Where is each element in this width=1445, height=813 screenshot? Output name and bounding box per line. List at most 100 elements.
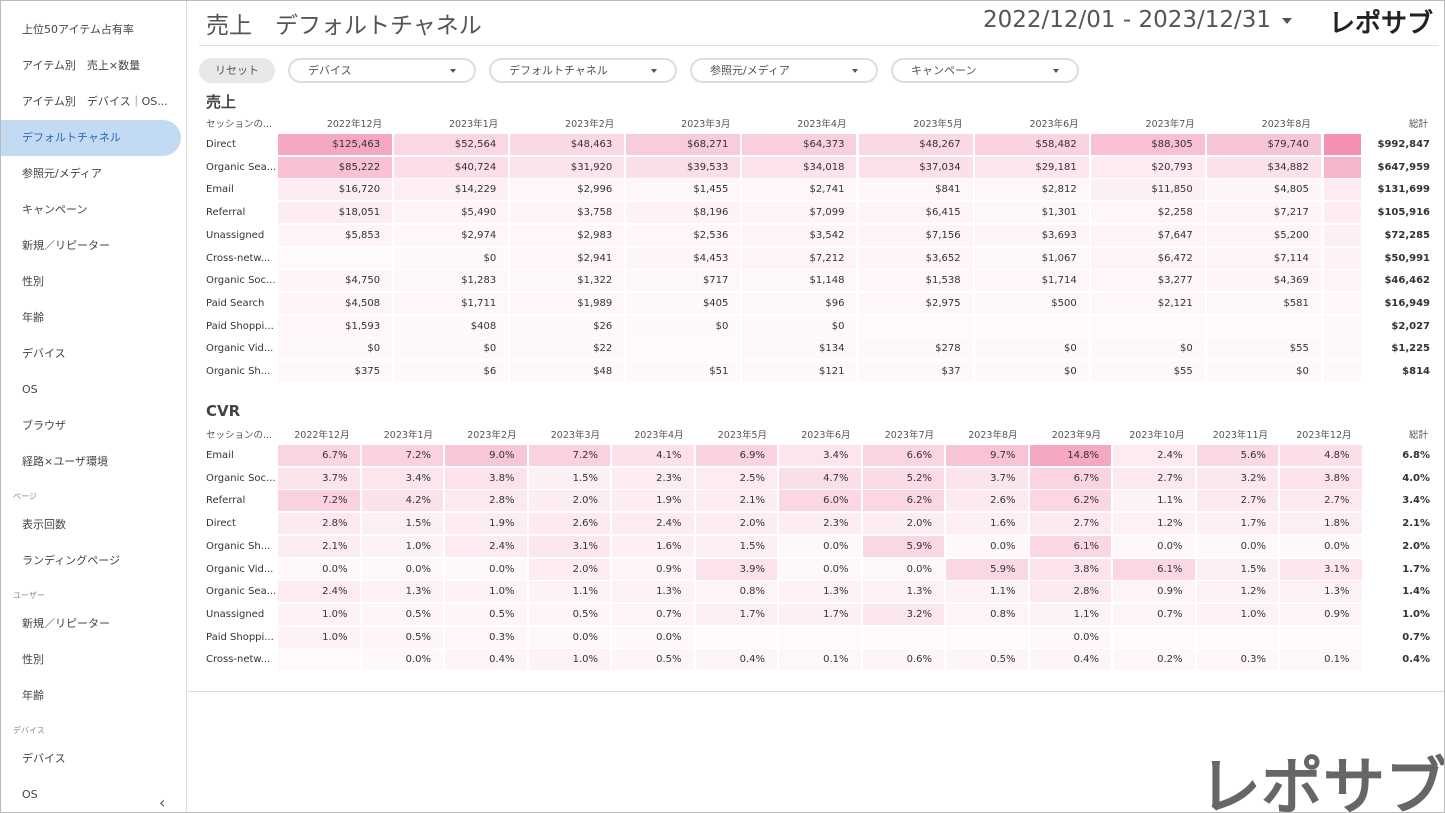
row-label: Organic Vid... xyxy=(206,343,274,355)
table-cell: $0 xyxy=(1090,338,1205,360)
table-cell: 2.4% xyxy=(1113,445,1195,466)
table-cell: 3.7% xyxy=(946,467,1028,489)
nav-item[interactable]: キャンペーン xyxy=(22,203,88,216)
collapse-button[interactable]: ‹ xyxy=(159,793,166,812)
total-cell: 0.7% xyxy=(1402,631,1430,643)
table-cell: 1.5% xyxy=(1196,558,1278,580)
table-cell: $4,750 xyxy=(278,270,393,292)
column-header: セッションの... xyxy=(206,119,273,130)
nav-item[interactable]: 上位50アイテム占有率 xyxy=(22,23,134,36)
total-cell: $1,225 xyxy=(1391,343,1430,355)
nav-item[interactable]: 年齢 xyxy=(22,311,44,324)
table-cell: 2.7% xyxy=(1196,490,1278,512)
table-cell: 0.8% xyxy=(695,581,777,603)
table-cell xyxy=(1207,316,1321,337)
table-cell: 0.5% xyxy=(528,603,610,625)
nav-item[interactable]: 新規／リピーター xyxy=(22,239,110,252)
nav-item[interactable]: 性別 xyxy=(22,275,44,288)
filter-dropdown[interactable]: 参照元/メディア xyxy=(690,58,878,83)
nav-item[interactable]: 経路×ユーザ環境 xyxy=(22,455,108,468)
table-cell: 4.1% xyxy=(612,445,694,466)
table-cell: 1.5% xyxy=(695,535,777,557)
nav-item[interactable]: デフォルトチャネル xyxy=(1,120,181,156)
nav-item[interactable]: OS xyxy=(22,788,38,801)
table-cell: $1,322 xyxy=(510,270,625,292)
table-cell: 0.5% xyxy=(946,649,1028,671)
table-cell: $2,258 xyxy=(1090,202,1205,224)
filter-dropdown[interactable]: デバイス xyxy=(288,58,476,83)
row-label: Organic Sh... xyxy=(206,366,271,377)
nav-item[interactable]: OS xyxy=(22,383,38,396)
reset-button[interactable]: リセット xyxy=(199,58,275,83)
footer-divider xyxy=(187,691,1444,692)
table-cell xyxy=(975,316,1089,337)
row-label: Organic Sea... xyxy=(206,161,277,173)
table-cell: $22 xyxy=(510,338,625,360)
table-cell: 2.0% xyxy=(695,513,777,535)
table-cell: 1.3% xyxy=(779,581,861,603)
table-cell: 0.0% xyxy=(1280,535,1362,557)
table-cell: 1.0% xyxy=(278,603,360,625)
table-cell: 1.0% xyxy=(278,626,360,648)
table-cell: $2,741 xyxy=(742,179,857,201)
table-cell: $4,369 xyxy=(1206,270,1321,292)
total-cell: $72,285 xyxy=(1384,229,1430,241)
table-cell: 1.6% xyxy=(612,535,694,557)
nav-item[interactable]: 新規／リピーター xyxy=(22,617,110,630)
table-cell: $34,882 xyxy=(1206,156,1321,178)
total-cell: $814 xyxy=(1402,366,1430,377)
column-header: セッションの... xyxy=(206,430,273,441)
table-cell: $2,975 xyxy=(858,292,973,314)
column-header: 2023年5月 xyxy=(717,430,767,441)
table-cell: $6,472 xyxy=(1090,247,1205,269)
nav-item[interactable]: ブラウザ xyxy=(22,419,66,432)
table-cell: 6.1% xyxy=(1113,558,1195,580)
total-cell: 3.4% xyxy=(1402,495,1430,507)
nav-item[interactable]: 表示回数 xyxy=(22,518,66,531)
filter-dropdown[interactable]: キャンペーン xyxy=(891,58,1079,83)
table-cell: 2.0% xyxy=(528,490,610,512)
nav-item[interactable]: アイテム別 デバイス｜OS... xyxy=(22,95,168,108)
table-cell: 2.3% xyxy=(612,467,694,489)
table-cell: $2,996 xyxy=(510,179,625,201)
table-cell: 3.1% xyxy=(528,535,610,557)
table-cell: $64,373 xyxy=(742,134,857,155)
table-cell: 3.4% xyxy=(779,445,861,466)
table-cell: 3.8% xyxy=(445,467,527,489)
dropdown-arrow xyxy=(651,69,657,76)
table-cell: 4.2% xyxy=(361,490,443,512)
filter-dropdown[interactable]: デフォルトチャネル xyxy=(489,58,677,83)
nav-item[interactable]: アイテム別 売上×数量 xyxy=(22,59,141,72)
nav-item[interactable]: 年齢 xyxy=(22,689,44,702)
table-cell: $278 xyxy=(858,338,973,360)
total-cell: $647,959 xyxy=(1377,161,1430,173)
nav-item[interactable]: デバイス xyxy=(22,752,66,765)
nav-item[interactable]: 性別 xyxy=(22,653,44,666)
nav-item[interactable]: 参照元/メディア xyxy=(22,167,102,180)
table-cell: $48,463 xyxy=(510,134,625,155)
table-cell: $1,148 xyxy=(742,270,857,292)
table-cell: 0.3% xyxy=(445,626,527,648)
table-cell: $841 xyxy=(858,179,973,201)
table-cell: 0.7% xyxy=(1113,603,1195,625)
table-cell xyxy=(696,627,778,648)
table-cell xyxy=(1091,316,1205,337)
table-cell: $48,267 xyxy=(858,134,973,155)
table-cell: $7,647 xyxy=(1090,224,1205,246)
table-cell: $34,018 xyxy=(742,156,857,178)
table-cell: $1,283 xyxy=(394,270,509,292)
table-cell: $37,034 xyxy=(858,156,973,178)
nav-section: デバイス xyxy=(13,726,45,735)
date-dropdown-arrow[interactable] xyxy=(1282,18,1292,29)
table-cell: 7.2% xyxy=(361,445,443,466)
table-cell xyxy=(626,338,740,359)
table-cell: $0 xyxy=(394,338,509,360)
table-cell: 6.1% xyxy=(1029,535,1111,557)
total-cell: $50,991 xyxy=(1384,252,1430,264)
total-cell: 1.0% xyxy=(1402,608,1430,620)
column-header: 2023年2月 xyxy=(565,119,615,130)
nav-item[interactable]: デバイス xyxy=(22,347,66,360)
nav-item[interactable]: ランディングページ xyxy=(22,554,121,567)
table-cell: $18,051 xyxy=(278,202,393,224)
date-range[interactable]: 2022/12/01 - 2023/12/31 xyxy=(983,7,1272,33)
